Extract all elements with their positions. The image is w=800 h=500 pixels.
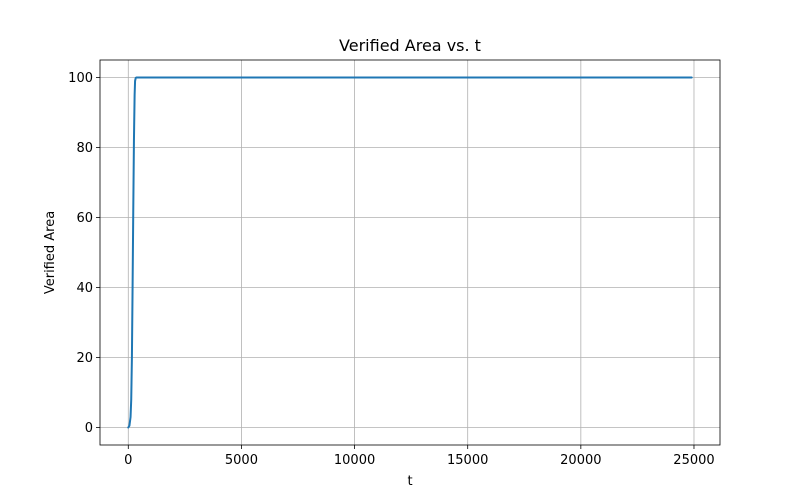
series-line: [127, 76, 693, 429]
y-tick-label: 40: [76, 281, 93, 296]
x-axis-label: t: [407, 474, 412, 489]
plot-area-frame: [99, 59, 721, 446]
x-tick-label: 5000: [225, 453, 258, 468]
y-tick-label: 60: [76, 211, 93, 226]
x-tick-label: 10000: [334, 453, 375, 468]
x-axis-ticks: 0 5000 10000 15000 20000 25000: [124, 445, 715, 468]
y-tick-label: 100: [68, 71, 93, 86]
y-tick-label: 20: [76, 351, 93, 366]
y-axis-ticks: 0 20 40 60 80 100: [68, 71, 100, 436]
x-tick-label: 15000: [447, 453, 488, 468]
chart-title: Verified Area vs. t: [339, 36, 481, 55]
series-layer: [127, 76, 693, 429]
x-tick-label: 0: [124, 453, 132, 468]
x-tick-label: 25000: [673, 453, 714, 468]
grid: [100, 60, 720, 445]
y-axis-label: Verified Area: [43, 211, 58, 294]
x-tick-label: 20000: [560, 453, 601, 468]
y-tick-label: 80: [76, 141, 93, 156]
y-tick-label: 0: [85, 421, 93, 436]
